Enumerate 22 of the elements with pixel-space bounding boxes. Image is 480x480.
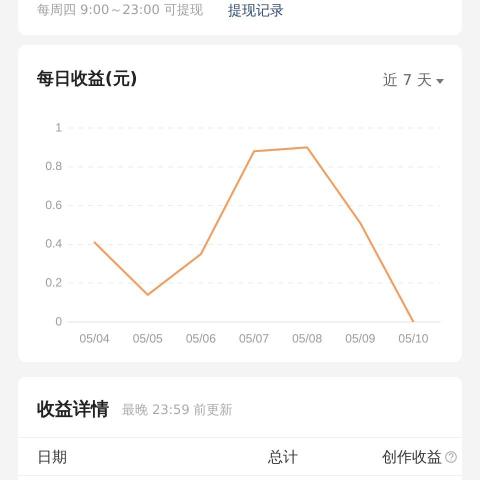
text: 日期	[37, 448, 67, 467]
x-tick-label: 05/07	[238, 332, 270, 346]
y-tick-label: 0.6	[45, 198, 62, 212]
y-tick-label: 0.2	[45, 276, 62, 290]
x-tick-label: 05/08	[292, 332, 322, 346]
x-tick-label: 05/10	[398, 332, 429, 346]
x-tick-label: 05/09	[345, 332, 376, 346]
y-tick-label: 0.4	[45, 236, 62, 251]
x-tick-label: 05/04	[80, 332, 110, 346]
y-tick-label: 0.8	[45, 159, 62, 174]
y-tick-label: 1	[55, 120, 62, 134]
x-tick-label: 05/05	[132, 332, 164, 346]
chart-title: 每日收益(元)	[37, 69, 138, 90]
text: 创作收益	[382, 448, 442, 467]
text: 总计	[268, 448, 298, 467]
text: 近 7 天	[382, 71, 432, 90]
text: 收益详情	[37, 399, 109, 422]
text: 提现记录	[228, 3, 284, 20]
text: 每周四 9:00～23:00 可提现	[37, 3, 203, 20]
y-tick-label: 0	[55, 314, 62, 328]
x-tick-label: 05/06	[186, 332, 216, 346]
text: 最晚 23:59 前更新	[122, 403, 233, 420]
